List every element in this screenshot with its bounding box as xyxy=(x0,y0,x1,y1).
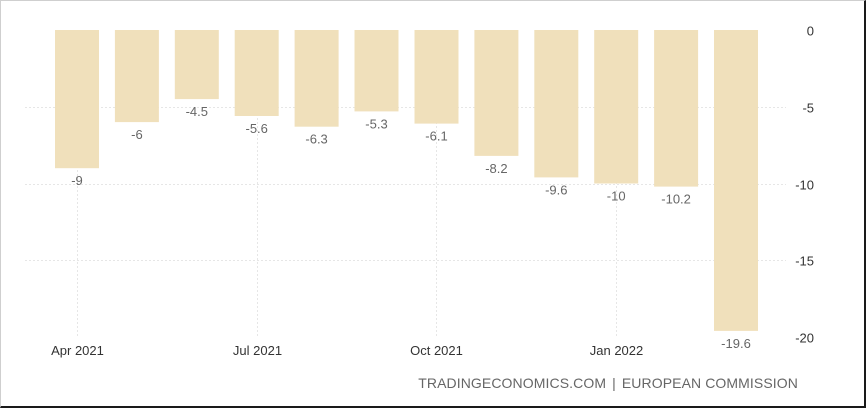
source-provider: EUROPEAN COMMISSION xyxy=(621,375,798,391)
y-tick-label: 0 xyxy=(807,24,814,39)
bar-value-label: -8.2 xyxy=(485,161,507,176)
source-attribution: TRADINGECONOMICS.COM | EUROPEAN COMMISSION xyxy=(418,375,798,391)
y-tick-label: -10 xyxy=(795,178,814,193)
bar-value-label: -6 xyxy=(131,127,143,142)
bar-value-label: -9.6 xyxy=(545,182,567,197)
bar[interactable] xyxy=(474,30,519,156)
y-axis: 0 -5 -10 -15 -20 xyxy=(795,24,814,346)
bar[interactable] xyxy=(534,30,579,178)
bar-value-label: -5.6 xyxy=(245,121,267,136)
bar-value-label: -10.2 xyxy=(661,192,691,207)
bar[interactable] xyxy=(714,30,758,331)
y-tick-label: -15 xyxy=(795,254,814,269)
value-label-layer: -9 -6 -4.5 -5.6 -6.3 -5.3 -6.1 -8.2 -9.6 -10 -10.2… xyxy=(71,104,751,351)
bar-value-label: -5.3 xyxy=(365,116,387,131)
x-tick-label: Oct 2021 xyxy=(410,343,463,358)
bar-value-label: -6.1 xyxy=(425,129,447,144)
x-axis: Apr 2021 Jul 2021 Oct 2021 Jan 2022 xyxy=(51,343,643,358)
bar[interactable] xyxy=(654,30,699,187)
bar[interactable] xyxy=(294,30,339,127)
bar-value-label: -4.5 xyxy=(186,104,208,119)
bar[interactable] xyxy=(594,30,639,184)
bar[interactable] xyxy=(55,30,99,169)
bar[interactable] xyxy=(354,30,399,112)
source-site: TRADINGECONOMICS.COM xyxy=(418,375,607,391)
bar[interactable] xyxy=(114,30,159,123)
bar-value-label: -9 xyxy=(71,173,83,188)
bar-value-label: -19.6 xyxy=(721,336,751,351)
y-tick-label: -20 xyxy=(795,331,814,346)
bar-value-label: -6.3 xyxy=(305,132,327,147)
x-tick-label: Jan 2022 xyxy=(590,343,644,358)
bar-value-label: -10 xyxy=(607,189,626,204)
bar[interactable] xyxy=(414,30,459,124)
x-tick-label: Apr 2021 xyxy=(51,343,104,358)
x-tick-label: Jul 2021 xyxy=(233,343,282,358)
y-tick-label: -5 xyxy=(802,101,814,116)
source-separator: | xyxy=(612,375,616,391)
bar[interactable] xyxy=(234,30,279,116)
bar[interactable] xyxy=(174,30,219,100)
bar-layer xyxy=(55,30,758,331)
